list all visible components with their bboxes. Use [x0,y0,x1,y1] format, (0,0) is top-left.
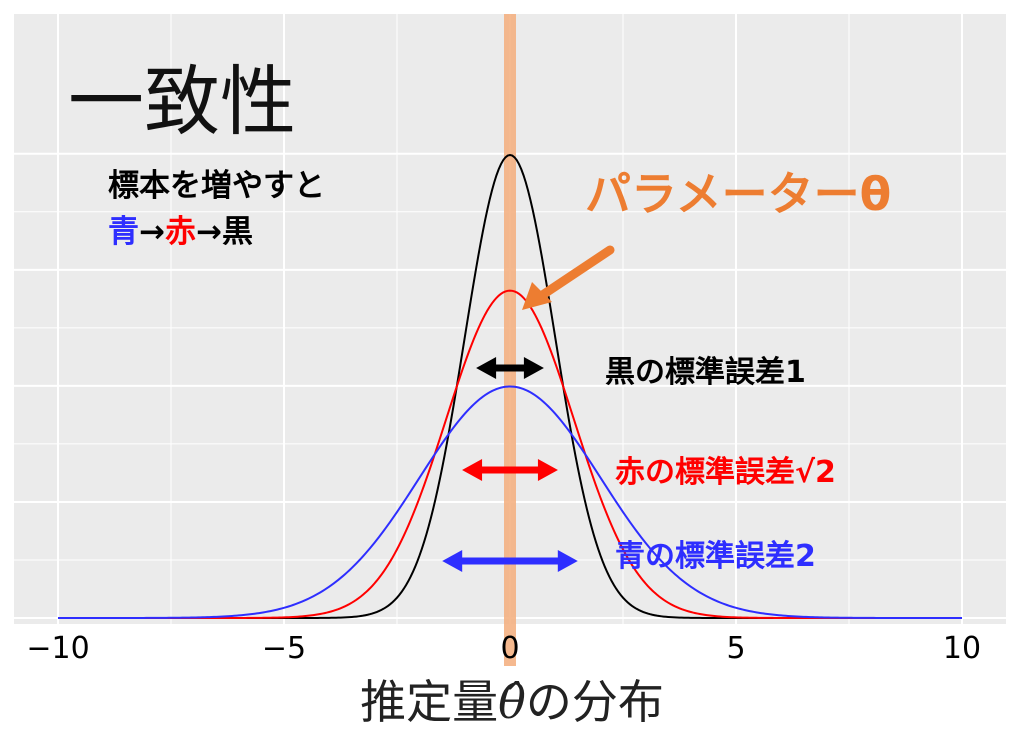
curves [58,153,962,619]
black-se-label: 黒の標準誤差1 [605,355,806,390]
parameter-pointer-shaft [533,245,615,303]
note-arrow-2: → [196,214,222,250]
x-axis-label-main: 推定量 [360,675,498,729]
chart-title: 一致性 [68,57,296,146]
se-arrow-black [476,357,544,379]
parameter-band [504,14,516,666]
x-axis-label-symbol: θ̂ [498,675,526,729]
x-tick-label: 0 [500,631,519,666]
parameter-pointer-arrow [522,245,615,310]
x-tick-label: 5 [726,631,745,666]
note-arrow-1: → [139,214,165,250]
parameter-label: パラメーターθ [585,167,891,221]
x-tick-label: −10 [26,631,89,666]
x-axis-label-suffix: の分布 [526,675,664,729]
red-se-label: 赤の標準誤差√2 [615,455,836,490]
x-axis-ticks: −10 −5 0 5 10 [26,631,981,666]
x-tick-label: 10 [943,631,981,666]
x-tick-label: −5 [262,631,306,666]
note-line-1: 標本を増やすと [108,168,325,204]
blue-se-label: 青の標準誤差2 [615,539,816,574]
x-axis-label: 推定量θ̂の分布 [360,675,664,729]
parameter-pointer-head [522,282,552,310]
se-arrow-red [462,459,558,481]
note-blue: 青 [108,214,139,250]
se-arrows [442,357,578,572]
note-black: 黒 [222,214,253,250]
note-line-2: 青→赤→黒 [108,214,253,250]
curve-blue [58,385,962,619]
note-red: 赤 [165,214,196,250]
se-arrow-blue [442,550,578,572]
